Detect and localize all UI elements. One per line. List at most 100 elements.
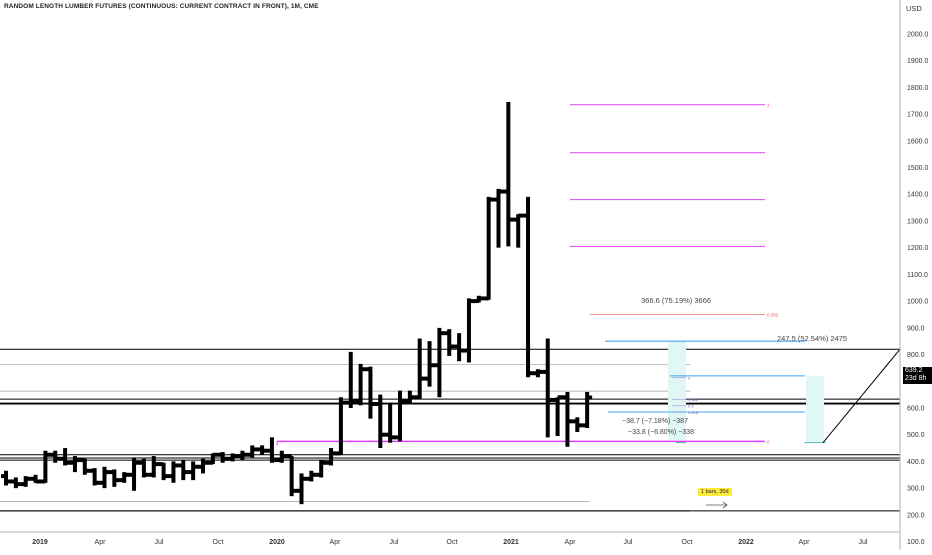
currency-label[interactable]: USD (906, 4, 922, 13)
ohlc-bar (40, 450, 51, 484)
ohlc-bar (483, 196, 494, 301)
ohlc-bar (138, 458, 149, 478)
measure-box-right (806, 375, 824, 443)
measurement-label: 366.6 (75.19%) 3666 (641, 296, 711, 305)
ohlc-bar (20, 476, 31, 487)
measurement-label: 247.5 (52.54%) 2475 (777, 334, 847, 343)
ohlc-bar (99, 466, 110, 489)
timeframe-note: 1 bars, 30d (698, 488, 732, 496)
ohlc-bar (158, 462, 169, 481)
price-tick-label: 600.0 (907, 405, 925, 412)
ohlc-bar (129, 457, 140, 491)
small-fib-label: 0.382 (688, 397, 699, 402)
ohlc-bar (306, 470, 317, 482)
price-tick-label: 1200.0 (907, 245, 929, 252)
time-measure-arrowhead (722, 501, 728, 509)
price-tick-label: 500.0 (907, 432, 925, 439)
price-tick-label: 1800.0 (907, 85, 929, 92)
fib-retracement[interactable]: 1 0.382 0 (276, 103, 779, 446)
ohlc-bar (503, 102, 514, 247)
ohlc-bar (207, 452, 218, 465)
ohlc-bar (582, 391, 593, 429)
ohlc-bar (404, 390, 415, 404)
chart-title: RANDOM LENGTH LUMBER FUTURES (CONTINUOUS… (4, 3, 319, 10)
price-tick-label: 1500.0 (907, 165, 929, 172)
ohlc-bar (532, 369, 543, 378)
last-price-tag: 639.2 23d 8h (903, 367, 932, 384)
price-tick-label: 900.0 (907, 325, 925, 332)
price-tick-label: 2000.0 (907, 31, 929, 38)
small-fib-label: 0 (688, 375, 691, 380)
time-tick-label: 2021 (503, 539, 519, 546)
ohlc-bar (286, 454, 297, 497)
ohlc-bar (237, 450, 248, 461)
fib-level-label: 0 (767, 439, 770, 444)
ohlc-bar (79, 458, 90, 475)
ohlc-bar (60, 448, 71, 466)
time-tick-label: Apr (799, 539, 811, 546)
fib-level-label: 1 (767, 103, 770, 108)
ohlc-bar (50, 450, 61, 463)
price-bars (1, 102, 593, 505)
small-fib-label: 0.618 (688, 410, 699, 415)
last-price-value: 639.2 (905, 367, 923, 374)
ohlc-bar (198, 458, 208, 474)
ohlc-bar (444, 329, 455, 356)
measurement-label: −33.8 (−6.80%) −338 (628, 429, 694, 436)
ohlc-bar (572, 417, 583, 433)
time-tick-label: Jul (390, 539, 399, 546)
price-tick-label: 1700.0 (907, 112, 929, 119)
ohlc-bar (395, 390, 405, 442)
ohlc-bar (257, 445, 268, 455)
ohlc-bar (523, 196, 534, 378)
small-fib-label: 0.5 (688, 403, 694, 408)
ohlc-bar (148, 456, 159, 478)
ohlc-bar (365, 366, 376, 419)
ohlc-bar (89, 468, 100, 486)
ohlc-bar (217, 452, 228, 463)
price-tick-label: 1600.0 (907, 138, 929, 145)
ohlc-bar (473, 295, 484, 304)
ohlc-bar (30, 474, 41, 484)
ohlc-bar (562, 391, 573, 447)
ohlc-bar (188, 461, 199, 481)
measure-box-left (668, 341, 686, 441)
horizontal-levels (0, 348, 900, 512)
time-tick-label: 2022 (738, 539, 754, 546)
ohlc-bar (493, 188, 504, 248)
time-tick-label: Jul (859, 539, 868, 546)
ohlc-bar (345, 351, 356, 408)
time-tick-label: 2019 (32, 539, 48, 546)
time-tick-label: Oct (682, 539, 693, 546)
fib-level-label: 0.382 (767, 312, 779, 317)
price-tick-label: 200.0 (907, 512, 925, 519)
price-tick-label: 1000.0 (907, 299, 929, 306)
time-tick-label: Apr (565, 539, 577, 546)
time-tick-label: Apr (330, 539, 342, 546)
ohlc-bar (326, 448, 337, 466)
ohlc-bar (316, 460, 327, 478)
price-tick-label: 1400.0 (907, 192, 929, 199)
ohlc-bar (266, 437, 277, 463)
ohlc-bar (10, 477, 21, 489)
price-tick-label: 100.0 (907, 539, 925, 546)
time-tick-label: Oct (213, 539, 224, 546)
price-tick-label: 800.0 (907, 352, 925, 359)
ohlc-bar (1, 470, 11, 486)
ohlc-bar (69, 456, 80, 473)
ohlc-bar (168, 461, 179, 483)
price-tick-label: 1100.0 (907, 272, 928, 279)
price-tick-label: 300.0 (907, 486, 925, 493)
time-tick-label: 2020 (269, 539, 285, 546)
time-tick-label: Jul (624, 539, 633, 546)
ohlc-bar (424, 341, 435, 387)
ohlc-bar (463, 298, 474, 363)
ohlc-bar (178, 460, 189, 481)
ohlc-bar (355, 363, 366, 406)
ohlc-bar (109, 469, 120, 487)
measurement-label: −38.7 (−7.18%) −387 (622, 418, 688, 425)
ohlc-bar (296, 473, 307, 505)
